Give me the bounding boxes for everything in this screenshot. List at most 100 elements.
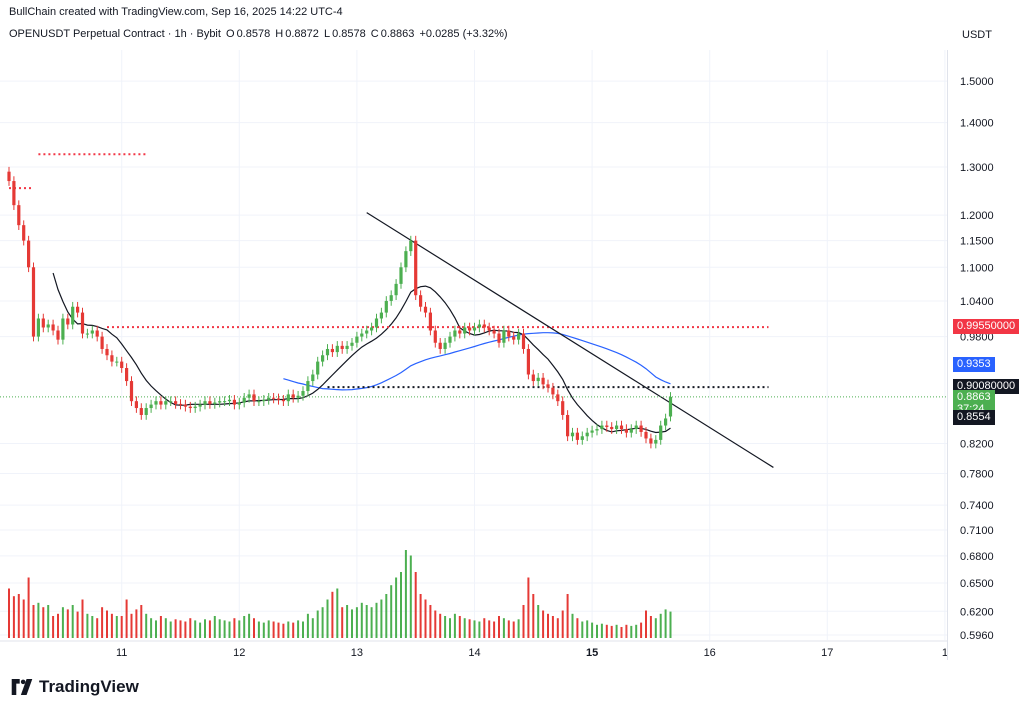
candle	[664, 418, 668, 426]
candle	[428, 312, 432, 331]
candle	[502, 330, 506, 343]
candle	[36, 318, 40, 337]
candle	[262, 399, 266, 402]
candle	[100, 336, 104, 349]
candle	[95, 330, 99, 337]
candle	[242, 397, 246, 403]
brand-name: TradingView	[39, 677, 139, 696]
candle	[31, 267, 36, 337]
candle	[105, 348, 109, 356]
candle	[453, 330, 457, 337]
candle	[468, 327, 472, 331]
candle	[536, 377, 540, 382]
candle	[605, 425, 609, 427]
candle	[159, 401, 163, 405]
candle	[46, 324, 50, 328]
candle	[463, 327, 467, 334]
x-tick-label: 14	[468, 647, 480, 659]
candle	[399, 267, 403, 284]
y-tick-label: 0.9800	[960, 332, 994, 344]
candle	[169, 401, 173, 403]
candle	[267, 397, 271, 400]
candle	[247, 394, 251, 398]
candle	[22, 225, 26, 241]
candle	[12, 181, 16, 206]
ma-fast-line	[52, 272, 671, 434]
candle	[252, 394, 256, 402]
candle	[80, 312, 85, 334]
candle	[556, 394, 560, 402]
candle	[227, 399, 232, 402]
candle	[296, 395, 300, 398]
candle	[291, 394, 295, 398]
candle	[164, 401, 168, 405]
low-label: L	[323, 28, 331, 40]
candle	[482, 324, 486, 328]
high-label: H	[275, 28, 284, 40]
candle	[634, 425, 638, 430]
candle	[615, 425, 619, 430]
candle	[546, 384, 550, 388]
y-tick-label: 0.7100	[960, 525, 994, 537]
candle	[125, 368, 129, 382]
candle	[507, 330, 511, 337]
candle	[213, 402, 217, 404]
open-value: 0.8578	[236, 28, 271, 40]
y-tick-label: 0.6800	[960, 551, 994, 563]
candle	[232, 399, 236, 405]
x-tick-label: 13	[351, 647, 363, 659]
currency-label[interactable]: USDT	[962, 29, 992, 41]
candle	[7, 171, 11, 182]
candle	[644, 431, 648, 439]
candle	[61, 318, 65, 340]
candle	[472, 327, 477, 331]
candle	[419, 295, 423, 307]
candle	[174, 401, 178, 404]
candle	[350, 342, 354, 346]
candle	[575, 432, 579, 440]
y-tick-label: 1.1000	[960, 262, 994, 274]
candle	[374, 318, 379, 328]
candle	[448, 336, 452, 343]
x-tick-label: 12	[233, 647, 245, 659]
candle	[237, 402, 241, 405]
y-tick-label: 1.1500	[960, 236, 994, 248]
candle	[566, 414, 570, 437]
symbol-label[interactable]: OPENUSDT Perpetual Contract · 1h · Bybit	[9, 28, 221, 40]
price-axis-border	[947, 50, 948, 660]
y-tick-label: 1.3000	[960, 162, 994, 174]
high-value: 0.8872	[285, 28, 319, 40]
candle	[600, 425, 604, 430]
candle	[272, 397, 276, 399]
candle	[551, 387, 555, 395]
candle	[659, 425, 663, 440]
candle	[639, 425, 643, 432]
y-tick-label: 1.5000	[960, 76, 994, 88]
candle	[438, 342, 442, 349]
open-label: O	[226, 28, 235, 40]
ma-fast-price-tag: 0.8554	[953, 410, 995, 426]
resistance-price-tag: 0.99550000	[953, 319, 1020, 335]
y-tick-label: 1.2000	[960, 210, 994, 222]
candle	[223, 401, 227, 403]
x-tick-label: 16	[704, 647, 716, 659]
candle	[330, 348, 334, 353]
y-tick-label: 0.7400	[960, 500, 994, 512]
candle	[629, 429, 633, 433]
candle	[595, 429, 599, 431]
candle	[301, 391, 305, 396]
candle	[325, 348, 330, 356]
candle	[110, 355, 114, 362]
candle	[649, 438, 653, 444]
candle	[276, 398, 281, 400]
candle	[51, 324, 55, 331]
ma-slow-line	[283, 332, 671, 391]
candle	[316, 361, 320, 375]
candle	[389, 295, 393, 301]
candle	[193, 406, 197, 409]
tradingview-brand[interactable]: TradingView	[9, 677, 139, 697]
candle	[120, 361, 124, 369]
candle	[404, 251, 408, 268]
x-tick-label: 11	[116, 647, 127, 659]
